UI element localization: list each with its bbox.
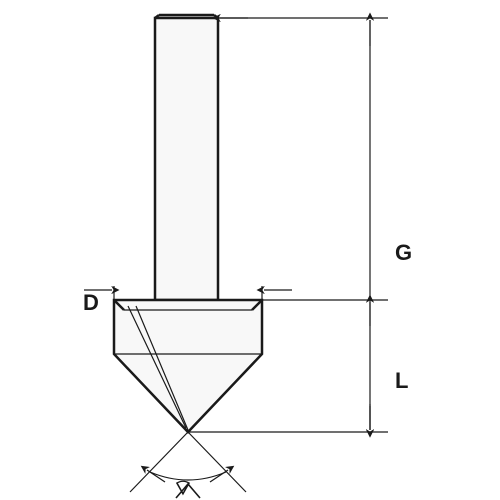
dim-label-g: G <box>395 240 412 265</box>
dim-label-l: L <box>395 368 408 393</box>
router-bit-diagram: DGL⌔ <box>0 0 500 500</box>
dim-label-d: D <box>83 290 99 315</box>
